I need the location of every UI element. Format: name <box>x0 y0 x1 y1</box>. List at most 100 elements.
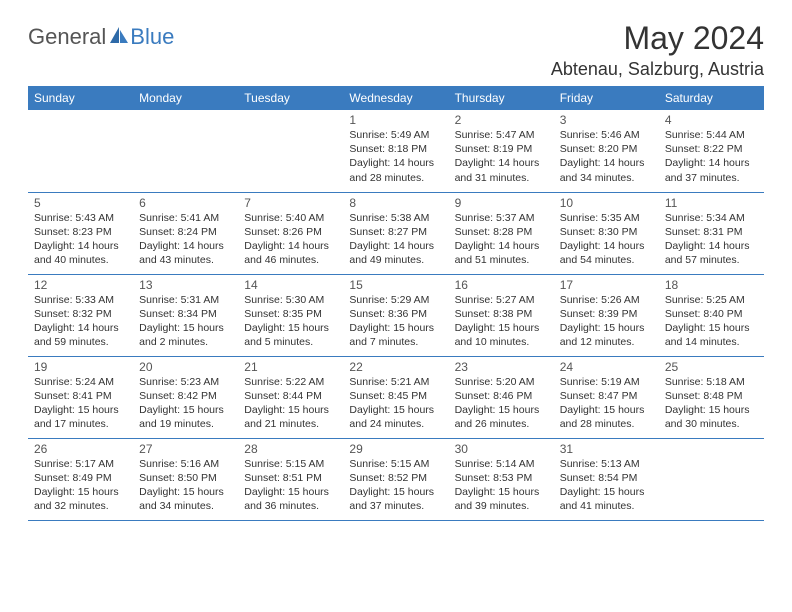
calendar-day-cell: 17Sunrise: 5:26 AMSunset: 8:39 PMDayligh… <box>554 274 659 356</box>
day-number: 24 <box>560 360 653 374</box>
calendar-day-cell: 16Sunrise: 5:27 AMSunset: 8:38 PMDayligh… <box>449 274 554 356</box>
day-details: Sunrise: 5:44 AMSunset: 8:22 PMDaylight:… <box>665 128 758 185</box>
day-number: 10 <box>560 196 653 210</box>
day-number: 29 <box>349 442 442 456</box>
calendar-day-cell: 29Sunrise: 5:15 AMSunset: 8:52 PMDayligh… <box>343 438 448 520</box>
day-number: 5 <box>34 196 127 210</box>
weekday-header: Friday <box>554 86 659 110</box>
day-number: 30 <box>455 442 548 456</box>
calendar-day-cell: 30Sunrise: 5:14 AMSunset: 8:53 PMDayligh… <box>449 438 554 520</box>
day-number: 17 <box>560 278 653 292</box>
day-details: Sunrise: 5:34 AMSunset: 8:31 PMDaylight:… <box>665 211 758 268</box>
calendar-day-cell: 2Sunrise: 5:47 AMSunset: 8:19 PMDaylight… <box>449 110 554 192</box>
day-details: Sunrise: 5:47 AMSunset: 8:19 PMDaylight:… <box>455 128 548 185</box>
day-details: Sunrise: 5:21 AMSunset: 8:45 PMDaylight:… <box>349 375 442 432</box>
day-number: 8 <box>349 196 442 210</box>
day-number: 3 <box>560 113 653 127</box>
calendar-day-cell: 3Sunrise: 5:46 AMSunset: 8:20 PMDaylight… <box>554 110 659 192</box>
day-details: Sunrise: 5:23 AMSunset: 8:42 PMDaylight:… <box>139 375 232 432</box>
calendar-day-cell: 20Sunrise: 5:23 AMSunset: 8:42 PMDayligh… <box>133 356 238 438</box>
weekday-header: Wednesday <box>343 86 448 110</box>
day-number: 12 <box>34 278 127 292</box>
header: General Blue May 2024 Abtenau, Salzburg,… <box>28 20 764 80</box>
calendar-day-cell: 7Sunrise: 5:40 AMSunset: 8:26 PMDaylight… <box>238 192 343 274</box>
day-details: Sunrise: 5:49 AMSunset: 8:18 PMDaylight:… <box>349 128 442 185</box>
calendar-day-cell: 10Sunrise: 5:35 AMSunset: 8:30 PMDayligh… <box>554 192 659 274</box>
calendar-day-cell: 19Sunrise: 5:24 AMSunset: 8:41 PMDayligh… <box>28 356 133 438</box>
calendar-day-cell: 31Sunrise: 5:13 AMSunset: 8:54 PMDayligh… <box>554 438 659 520</box>
day-number: 23 <box>455 360 548 374</box>
calendar-day-cell: 23Sunrise: 5:20 AMSunset: 8:46 PMDayligh… <box>449 356 554 438</box>
day-number: 11 <box>665 196 758 210</box>
day-number: 25 <box>665 360 758 374</box>
calendar-day-cell: 25Sunrise: 5:18 AMSunset: 8:48 PMDayligh… <box>659 356 764 438</box>
logo: General Blue <box>28 24 174 50</box>
logo-text-general: General <box>28 24 106 50</box>
calendar-day-cell: 5Sunrise: 5:43 AMSunset: 8:23 PMDaylight… <box>28 192 133 274</box>
day-details: Sunrise: 5:22 AMSunset: 8:44 PMDaylight:… <box>244 375 337 432</box>
day-details: Sunrise: 5:26 AMSunset: 8:39 PMDaylight:… <box>560 293 653 350</box>
day-number: 18 <box>665 278 758 292</box>
calendar-week-row: 1Sunrise: 5:49 AMSunset: 8:18 PMDaylight… <box>28 110 764 192</box>
day-details: Sunrise: 5:29 AMSunset: 8:36 PMDaylight:… <box>349 293 442 350</box>
calendar-day-cell: 9Sunrise: 5:37 AMSunset: 8:28 PMDaylight… <box>449 192 554 274</box>
day-number: 31 <box>560 442 653 456</box>
weekday-header: Sunday <box>28 86 133 110</box>
day-details: Sunrise: 5:19 AMSunset: 8:47 PMDaylight:… <box>560 375 653 432</box>
day-number: 14 <box>244 278 337 292</box>
day-details: Sunrise: 5:41 AMSunset: 8:24 PMDaylight:… <box>139 211 232 268</box>
calendar-empty-cell <box>28 110 133 192</box>
day-number: 2 <box>455 113 548 127</box>
logo-sail-icon <box>108 25 130 50</box>
day-details: Sunrise: 5:27 AMSunset: 8:38 PMDaylight:… <box>455 293 548 350</box>
day-details: Sunrise: 5:15 AMSunset: 8:51 PMDaylight:… <box>244 457 337 514</box>
day-number: 6 <box>139 196 232 210</box>
day-number: 9 <box>455 196 548 210</box>
calendar-body: 1Sunrise: 5:49 AMSunset: 8:18 PMDaylight… <box>28 110 764 520</box>
day-details: Sunrise: 5:40 AMSunset: 8:26 PMDaylight:… <box>244 211 337 268</box>
weekday-header: Monday <box>133 86 238 110</box>
weekday-header: Thursday <box>449 86 554 110</box>
day-number: 19 <box>34 360 127 374</box>
calendar-week-row: 12Sunrise: 5:33 AMSunset: 8:32 PMDayligh… <box>28 274 764 356</box>
calendar-day-cell: 21Sunrise: 5:22 AMSunset: 8:44 PMDayligh… <box>238 356 343 438</box>
day-details: Sunrise: 5:46 AMSunset: 8:20 PMDaylight:… <box>560 128 653 185</box>
calendar-day-cell: 11Sunrise: 5:34 AMSunset: 8:31 PMDayligh… <box>659 192 764 274</box>
day-number: 7 <box>244 196 337 210</box>
calendar-day-cell: 28Sunrise: 5:15 AMSunset: 8:51 PMDayligh… <box>238 438 343 520</box>
day-number: 1 <box>349 113 442 127</box>
calendar-week-row: 19Sunrise: 5:24 AMSunset: 8:41 PMDayligh… <box>28 356 764 438</box>
title-block: May 2024 Abtenau, Salzburg, Austria <box>551 20 764 80</box>
calendar-table: SundayMondayTuesdayWednesdayThursdayFrid… <box>28 86 764 521</box>
calendar-day-cell: 15Sunrise: 5:29 AMSunset: 8:36 PMDayligh… <box>343 274 448 356</box>
calendar-week-row: 26Sunrise: 5:17 AMSunset: 8:49 PMDayligh… <box>28 438 764 520</box>
calendar-day-cell: 1Sunrise: 5:49 AMSunset: 8:18 PMDaylight… <box>343 110 448 192</box>
calendar-day-cell: 18Sunrise: 5:25 AMSunset: 8:40 PMDayligh… <box>659 274 764 356</box>
calendar-day-cell: 24Sunrise: 5:19 AMSunset: 8:47 PMDayligh… <box>554 356 659 438</box>
logo-text-blue: Blue <box>130 24 174 50</box>
calendar-day-cell: 22Sunrise: 5:21 AMSunset: 8:45 PMDayligh… <box>343 356 448 438</box>
calendar-empty-cell <box>659 438 764 520</box>
calendar-day-cell: 12Sunrise: 5:33 AMSunset: 8:32 PMDayligh… <box>28 274 133 356</box>
weekday-header: Tuesday <box>238 86 343 110</box>
day-details: Sunrise: 5:13 AMSunset: 8:54 PMDaylight:… <box>560 457 653 514</box>
weekday-row: SundayMondayTuesdayWednesdayThursdayFrid… <box>28 86 764 110</box>
day-details: Sunrise: 5:30 AMSunset: 8:35 PMDaylight:… <box>244 293 337 350</box>
month-title: May 2024 <box>551 20 764 57</box>
day-details: Sunrise: 5:43 AMSunset: 8:23 PMDaylight:… <box>34 211 127 268</box>
calendar-empty-cell <box>238 110 343 192</box>
calendar-day-cell: 6Sunrise: 5:41 AMSunset: 8:24 PMDaylight… <box>133 192 238 274</box>
day-details: Sunrise: 5:16 AMSunset: 8:50 PMDaylight:… <box>139 457 232 514</box>
day-number: 21 <box>244 360 337 374</box>
calendar-week-row: 5Sunrise: 5:43 AMSunset: 8:23 PMDaylight… <box>28 192 764 274</box>
day-number: 27 <box>139 442 232 456</box>
calendar-page: General Blue May 2024 Abtenau, Salzburg,… <box>0 0 792 541</box>
day-number: 28 <box>244 442 337 456</box>
day-details: Sunrise: 5:17 AMSunset: 8:49 PMDaylight:… <box>34 457 127 514</box>
calendar-day-cell: 4Sunrise: 5:44 AMSunset: 8:22 PMDaylight… <box>659 110 764 192</box>
day-number: 16 <box>455 278 548 292</box>
calendar-empty-cell <box>133 110 238 192</box>
day-number: 13 <box>139 278 232 292</box>
day-details: Sunrise: 5:20 AMSunset: 8:46 PMDaylight:… <box>455 375 548 432</box>
calendar-day-cell: 8Sunrise: 5:38 AMSunset: 8:27 PMDaylight… <box>343 192 448 274</box>
